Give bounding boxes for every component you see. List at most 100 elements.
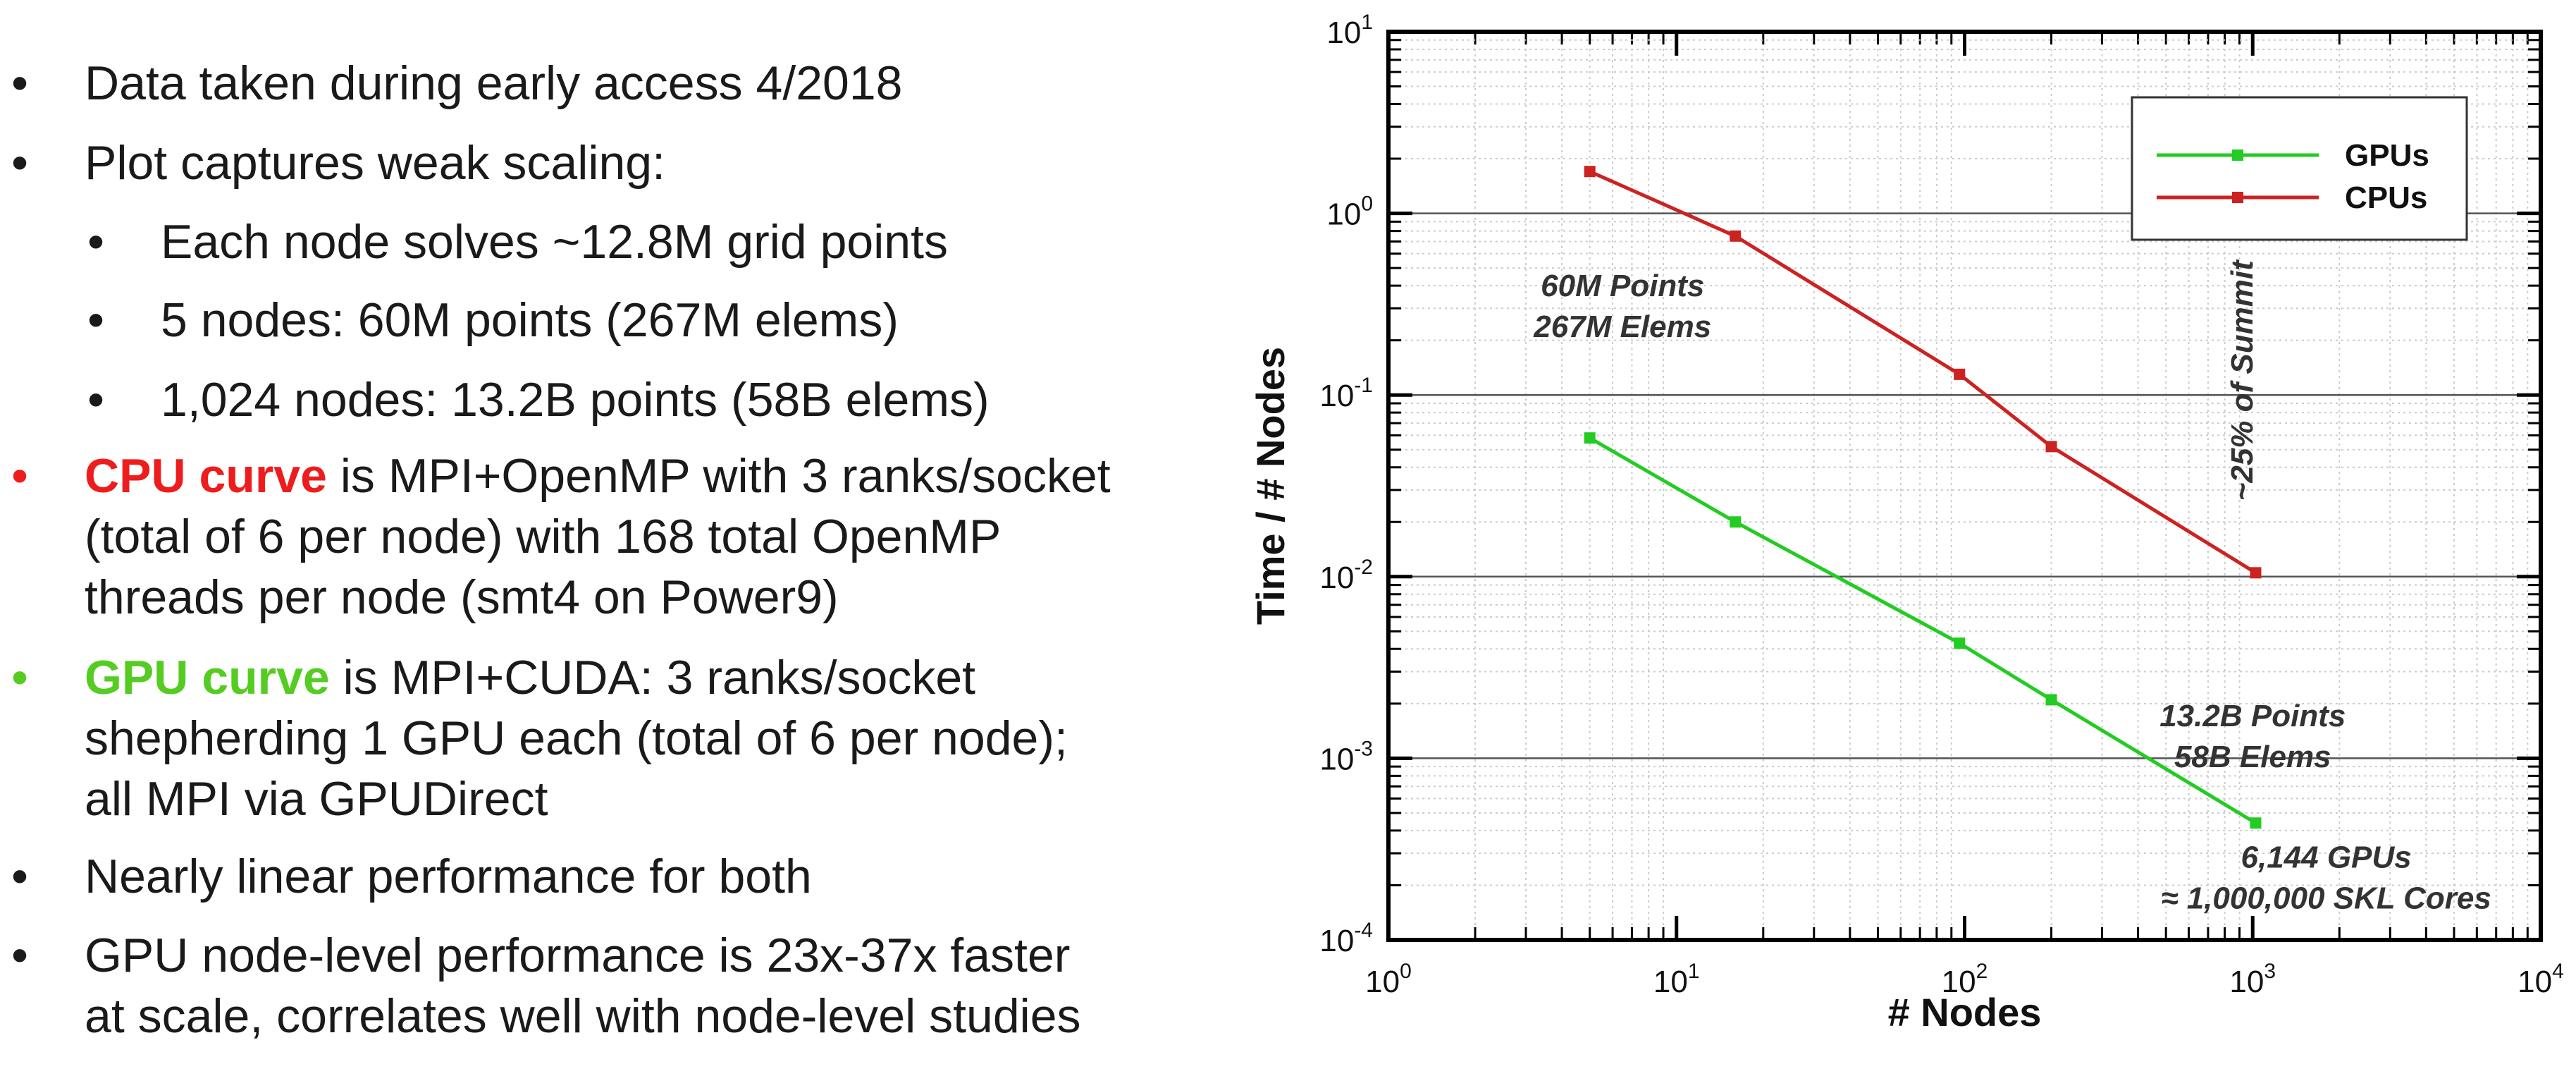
x-tick-label: 104 xyxy=(2518,960,2564,999)
tick-exponent: 1 xyxy=(1361,11,1373,34)
tick-base: 10 xyxy=(1653,965,1688,999)
annotation-line: 267M Elems xyxy=(1533,310,1711,344)
data-point xyxy=(2045,441,2057,453)
bullet-marker: • xyxy=(11,136,28,190)
legend: GPUs CPUs xyxy=(2131,96,2468,241)
annotation-line: 6,144 GPUs xyxy=(2241,840,2412,874)
tick-base: 10 xyxy=(1319,561,1354,595)
annotation: ~25% of Summit xyxy=(2225,259,2260,501)
bullet-line-text: (total of 6 per node) with 168 total Ope… xyxy=(85,510,1002,563)
tick-base: 10 xyxy=(1326,16,1361,50)
y-tick-label: 101 xyxy=(1326,11,1373,50)
x-axis-label: # Nodes xyxy=(1888,990,2042,1034)
data-point xyxy=(1584,166,1596,178)
bullet-item: • Nearly linear performance for both xyxy=(11,846,812,907)
bullet-line-text: is MPI+CUDA: 3 ranks/socket xyxy=(329,651,976,704)
tick-exponent: 1 xyxy=(1688,960,1700,983)
tick-exponent: -1 xyxy=(1354,374,1373,397)
series-gpus xyxy=(1584,432,2262,829)
data-point xyxy=(1954,368,1966,380)
bullet-text: Nearly linear performance for both xyxy=(85,850,812,903)
tick-exponent: 0 xyxy=(1361,192,1373,216)
bullet-item: • GPU node-level performance is 23x-37x f… xyxy=(11,925,1081,1046)
data-point xyxy=(2250,567,2262,579)
x-tick-label: 102 xyxy=(1942,960,1988,999)
tick-exponent: -3 xyxy=(1354,737,1373,760)
data-point xyxy=(1954,637,1966,649)
bullet-line-text: at scale, correlates well with node-leve… xyxy=(85,989,1081,1043)
bullet-line-text: all MPI via GPUDirect xyxy=(85,772,548,826)
bullet-line: threads per node (smt4 on Power9) xyxy=(85,567,1111,628)
bullet-text: Plot captures weak scaling: xyxy=(85,136,665,190)
bullet-text: Each node solves ~12.8M grid points xyxy=(161,215,949,269)
tick-exponent: 3 xyxy=(2264,960,2276,983)
bullet-marker: • xyxy=(87,215,104,269)
data-point xyxy=(1584,432,1596,444)
x-tick-label: 101 xyxy=(1653,960,1700,999)
bullet-marker: • xyxy=(11,449,28,503)
bullet-line: CPU curve is MPI+OpenMP with 3 ranks/soc… xyxy=(85,446,1111,506)
tick-base: 10 xyxy=(1319,379,1354,413)
bullet-item: • CPU curve is MPI+OpenMP with 3 ranks/so… xyxy=(11,446,1111,628)
bullet-line-text: is MPI+OpenMP with 3 ranks/socket xyxy=(326,449,1111,503)
bullet-item: • 5 nodes: 60M points (267M elems) xyxy=(87,290,899,350)
bullet-line: GPU node-level performance is 23x-37x fa… xyxy=(85,925,1081,986)
bullet-line: (total of 6 per node) with 168 total Ope… xyxy=(85,506,1111,567)
annotation-line: 58B Elems xyxy=(2174,740,2331,774)
bullet-text: 5 nodes: 60M points (267M elems) xyxy=(161,293,899,347)
y-tick-label: 10-4 xyxy=(1319,919,1373,958)
x-tick-label: 100 xyxy=(1365,960,1412,999)
legend-label: CPUs xyxy=(2345,181,2427,215)
tick-base: 10 xyxy=(1942,965,1976,999)
bullet-marker: • xyxy=(11,56,28,110)
tick-exponent: -2 xyxy=(1354,556,1373,579)
plot-frame xyxy=(1386,30,2543,942)
bullet-item: • Data taken during early access 4/2018 xyxy=(11,53,903,114)
annotation: 60M Points 267M Elems xyxy=(1533,269,1711,344)
annotation-line: ≈ 1,000,000 SKL Cores xyxy=(2161,881,2491,915)
tick-base: 10 xyxy=(2229,965,2264,999)
tick-exponent: 2 xyxy=(1976,960,1988,983)
bullet-line: GPU curve is MPI+CUDA: 3 ranks/socket xyxy=(85,647,1068,708)
annotation-line: 60M Points xyxy=(1541,269,1704,303)
tick-exponent: 4 xyxy=(2552,960,2564,983)
y-tick-label: 10-2 xyxy=(1319,556,1373,595)
y-axis-label: Time / # Nodes xyxy=(1248,347,1293,625)
tick-base: 10 xyxy=(1326,197,1361,232)
annotation: 13.2B Points 58B Elems xyxy=(2159,699,2346,774)
bullet-marker: • xyxy=(87,293,104,347)
bullet-text: 1,024 nodes: 13.2B points (58B elems) xyxy=(161,373,990,427)
tick-base: 10 xyxy=(1365,965,1400,999)
bullet-item: • Each node solves ~12.8M grid points xyxy=(87,212,949,272)
x-tick-label: 103 xyxy=(2229,960,2276,999)
data-point xyxy=(2250,817,2262,829)
bullet-marker: • xyxy=(11,929,28,982)
highlight-term: CPU curve xyxy=(85,449,327,503)
bullet-marker: • xyxy=(11,651,28,704)
bullet-marker: • xyxy=(11,850,28,903)
y-tick-label: 10-1 xyxy=(1319,374,1373,413)
data-point xyxy=(2045,694,2057,706)
bullet-item: • GPU curve is MPI+CUDA: 3 ranks/socket sh… xyxy=(11,647,1068,829)
series-cpus xyxy=(1584,166,2262,579)
tick-base: 10 xyxy=(1319,924,1354,958)
bullet-item: • Plot captures weak scaling: xyxy=(11,133,665,193)
bullet-text: Data taken during early access 4/2018 xyxy=(85,56,903,110)
bullet-marker: • xyxy=(87,373,104,427)
legend-swatch-marker xyxy=(2232,192,2243,203)
bullet-item: • 1,024 nodes: 13.2B points (58B elems) xyxy=(87,369,990,430)
highlight-term: GPU curve xyxy=(85,651,330,704)
y-tick-label: 10-3 xyxy=(1319,737,1373,776)
annotation: 6,144 GPUs ≈ 1,000,000 SKL Cores xyxy=(2161,840,2491,915)
y-tick-label: 100 xyxy=(1326,192,1373,232)
bullet-line: shepherding 1 GPU each (total of 6 per n… xyxy=(85,708,1068,769)
tick-exponent: -4 xyxy=(1354,919,1373,942)
bullet-line-text: GPU node-level performance is 23x-37x fa… xyxy=(85,929,1071,982)
legend-label: GPUs xyxy=(2345,138,2429,173)
bullet-line-text: threads per node (smt4 on Power9) xyxy=(85,570,839,624)
legend-box xyxy=(2131,96,2468,241)
data-point xyxy=(1730,230,1742,242)
annotation-line: ~25% of Summit xyxy=(2225,259,2260,501)
bullet-line: at scale, correlates well with node-leve… xyxy=(85,986,1081,1046)
